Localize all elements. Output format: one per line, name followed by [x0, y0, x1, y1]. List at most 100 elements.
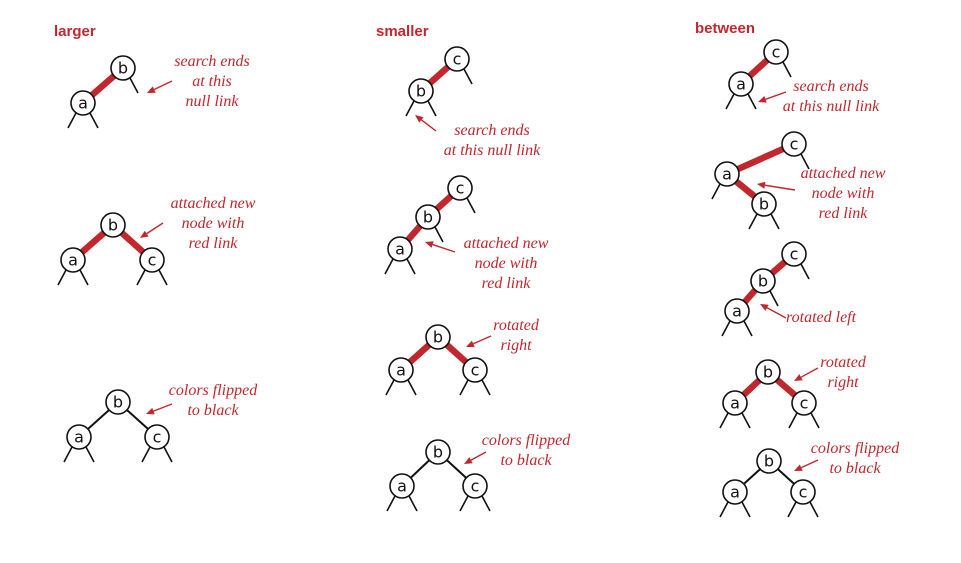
node-label-b: b [416, 82, 426, 101]
heading-larger: larger [54, 23, 96, 40]
tree-smaller-2: c ba [384, 175, 476, 275]
node-a [60, 247, 86, 273]
arrow-shaft [800, 367, 819, 378]
null-link-c-left [141, 446, 151, 463]
null-link-a-right [741, 412, 751, 429]
null-link-a-right [89, 112, 99, 129]
node-label-c: c [772, 43, 781, 62]
annotation-larger_step2-line-3: red link [189, 235, 239, 252]
node-a [70, 90, 96, 116]
red-link-b-a [407, 342, 432, 365]
null-link-b-right [769, 290, 779, 307]
node-a [724, 298, 750, 324]
node-label-b: b [764, 452, 774, 471]
annotation-larger_step3-line-2: to black [187, 402, 239, 419]
black-link-b-c [126, 409, 149, 430]
null-link-a-left [386, 495, 396, 512]
null-link-a-left [725, 93, 735, 110]
node-b [425, 439, 451, 465]
node-label-b: b [423, 208, 433, 227]
arrow-head [794, 374, 803, 381]
annotation-smaller_step2-line-3: red link [482, 275, 532, 292]
node-c [139, 247, 165, 273]
node-c [763, 39, 789, 65]
node-b [408, 78, 434, 104]
arrow-shaft [420, 119, 437, 132]
arrow-shaft [146, 222, 164, 235]
annotation-between_step2-line-3: red link [819, 205, 869, 222]
arrow-shaft [153, 403, 173, 412]
arrow-between-2 [757, 181, 796, 191]
node-label-c: c [471, 361, 480, 380]
node-label-c: c [799, 483, 808, 502]
node-label-c: c [800, 394, 809, 413]
null-link-a-right [406, 258, 416, 275]
node-c [462, 473, 488, 499]
node-c [462, 357, 488, 383]
tree-between-4: b a c [719, 359, 820, 429]
red-link-b-a [742, 287, 758, 305]
arrow-shaft [470, 451, 487, 461]
annotation-between_step3-line-1: rotated left [786, 309, 857, 326]
annotation-smaller_step2-line-1: attached new [464, 235, 549, 252]
arrow-head [794, 464, 803, 471]
annotation-smaller_step2-line-2: node with [475, 255, 538, 272]
arrow-between-5 [794, 459, 819, 471]
node-label-c: c [453, 50, 462, 69]
node-a [66, 424, 92, 450]
annotation-smaller_step3-line-1: rotated [493, 317, 540, 334]
node-label-c: c [790, 135, 799, 154]
node-c [447, 175, 473, 201]
annotation-between_step2-line-1: attached new [801, 165, 886, 182]
node-c [444, 46, 470, 72]
node-label-b: b [433, 328, 443, 347]
node-a [728, 71, 754, 97]
red-link-b-c [774, 377, 798, 398]
arrow-shaft [473, 335, 492, 345]
null-link-a-right [79, 269, 89, 286]
node-c [791, 390, 817, 416]
null-link-c-left [459, 379, 469, 396]
null-link-c-right [158, 269, 168, 286]
null-link-a-left [384, 258, 394, 275]
annotation-smaller_step1-line-1: search ends [454, 122, 529, 139]
null-link-c-left [136, 269, 146, 286]
arrow-between-4 [794, 367, 819, 381]
null-link-a-left [67, 112, 77, 129]
null-link-a-left [711, 183, 721, 200]
node-label-c: c [790, 245, 799, 264]
red-link-c-b [427, 64, 451, 86]
null-link-b-left [405, 100, 415, 117]
null-link-b-right [427, 100, 437, 117]
red-link-b-a [89, 73, 117, 98]
null-link-a-left [57, 269, 67, 286]
null-link-a-left [721, 320, 731, 337]
annotation-larger_step2-line-1: attached new [171, 195, 256, 212]
tree-between-3: c ba [721, 241, 810, 337]
null-link-a-left [63, 446, 73, 463]
node-b [110, 55, 136, 81]
red-link-b-a [79, 230, 107, 255]
arrow-between-3 [760, 304, 787, 319]
node-label-b: b [758, 272, 768, 291]
arrow-shaft [800, 459, 819, 469]
node-label-c: c [153, 428, 162, 447]
arrow-between-1 [758, 91, 787, 103]
tree-between-1: ca [725, 39, 792, 110]
annotation-between_step5-line-2: to black [829, 460, 881, 477]
null-link-b-right [434, 226, 444, 243]
null-link-c-right [809, 501, 819, 518]
node-label-a: a [395, 240, 405, 259]
null-link-c-left [788, 412, 798, 429]
arrow-smaller-2 [425, 241, 456, 253]
red-link-a-c [736, 145, 785, 173]
arrow-head [760, 304, 769, 311]
null-link-c-right [481, 379, 491, 396]
red-link-a-b [734, 179, 757, 199]
black-link-b-a [87, 409, 110, 430]
arrow-head [757, 181, 766, 189]
null-link-c-right [163, 446, 173, 463]
node-label-a: a [396, 361, 406, 380]
node-label-a: a [397, 477, 407, 496]
null-link-b-right [770, 213, 780, 230]
